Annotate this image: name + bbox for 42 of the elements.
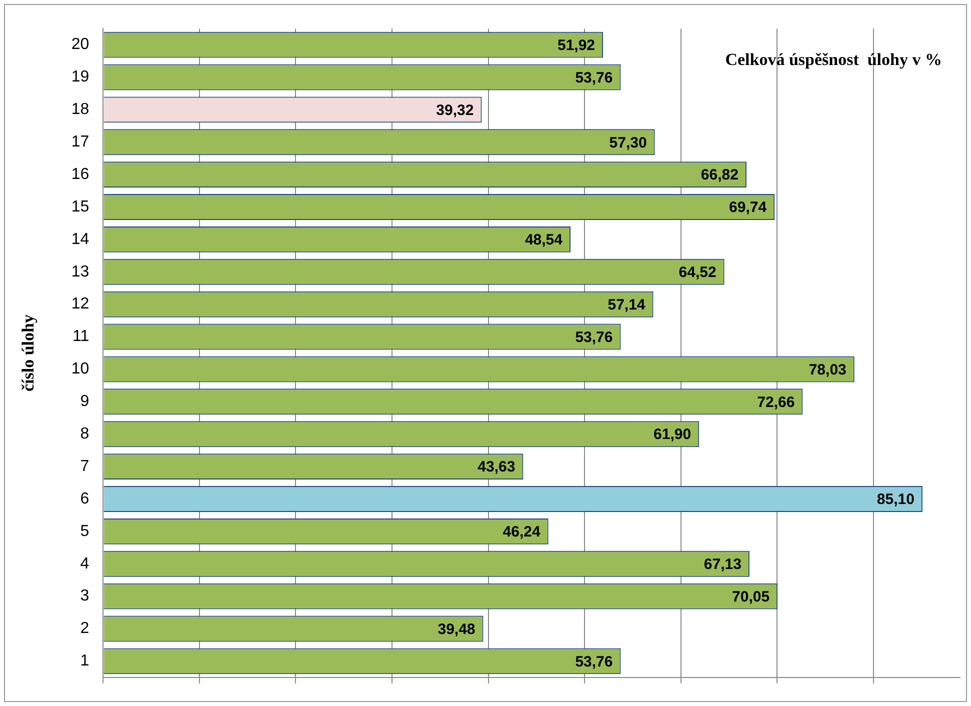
data-label: 67,13 [704, 556, 742, 573]
y-tick-label: 18 [71, 101, 90, 118]
y-tick-label: 9 [80, 393, 90, 410]
y-tick-label: 14 [71, 230, 90, 248]
y-tick-label: 11 [72, 328, 90, 346]
y-tick-label: 15 [71, 198, 90, 216]
y-tick-label: 13 [71, 263, 90, 280]
y-tick-label: 12 [71, 296, 90, 313]
data-label: 57,30 [609, 134, 647, 152]
data-label: 48,54 [524, 232, 564, 249]
y-tick-label: 10 [71, 360, 90, 378]
data-label: 85,10 [876, 491, 914, 508]
data-label: 61,90 [654, 426, 692, 444]
y-axis-title: číslo úlohy [18, 314, 38, 392]
y-tick-label: 17 [71, 134, 90, 151]
data-label: 53,76 [575, 69, 613, 86]
data-label: 69,74 [729, 199, 768, 216]
data-label: 70,05 [732, 588, 770, 606]
y-tick-label: 20 [71, 36, 90, 54]
data-label: 39,48 [438, 620, 476, 638]
data-label: 57,14 [608, 296, 646, 314]
data-label: 78,03 [808, 361, 846, 378]
data-label: 39,32 [436, 102, 474, 119]
y-tick-label: 7 [80, 458, 90, 475]
y-tick-label: 3 [80, 588, 90, 605]
y-tick-label: 16 [71, 166, 90, 183]
data-label: 43,63 [478, 458, 516, 476]
data-label: 64,52 [678, 264, 716, 282]
y-tick-label: 5 [80, 522, 90, 540]
y-tick-label: 2 [80, 620, 90, 638]
y-tick-label: 4 [80, 555, 90, 572]
data-label: 72,66 [757, 394, 795, 411]
data-label: 46,24 [502, 524, 541, 541]
data-label: 66,82 [700, 166, 738, 184]
y-tick-label: 8 [80, 426, 90, 443]
y-tick-label: 6 [80, 490, 90, 508]
text: Celková úspěšnost úlohy v % [725, 50, 942, 69]
y-tick-label: 1 [80, 652, 90, 670]
data-label: 51,92 [557, 36, 596, 54]
y-tick-label: 19 [71, 68, 90, 86]
data-label: 53,76 [575, 653, 613, 670]
data-label: 53,76 [575, 328, 613, 346]
